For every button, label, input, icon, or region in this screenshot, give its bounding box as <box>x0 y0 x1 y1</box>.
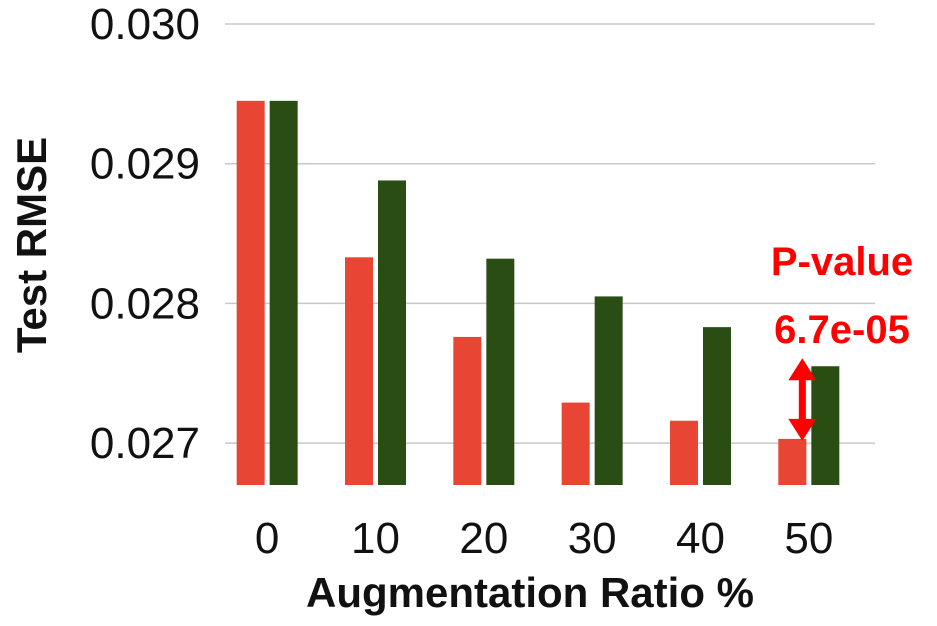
x-tick-label: 10 <box>351 514 400 563</box>
bar <box>269 100 298 485</box>
bars <box>236 100 840 485</box>
bar <box>345 257 373 485</box>
bar <box>378 180 406 485</box>
x-tick-label: 40 <box>676 514 725 563</box>
x-tick-label: 50 <box>784 514 833 563</box>
y-axis-label: Test RMSE <box>8 137 55 353</box>
gridlines <box>225 23 875 444</box>
bar <box>453 336 482 485</box>
bar <box>703 327 731 485</box>
bar <box>778 438 807 485</box>
y-axis-ticks: 0.030 0.029 0.028 0.027 <box>90 0 200 468</box>
y-tick-label: 0.030 <box>90 0 200 49</box>
y-tick-label: 0.028 <box>90 279 200 328</box>
x-tick-label: 0 <box>255 514 279 563</box>
x-axis-ticks: 0 10 20 30 40 50 <box>255 514 833 563</box>
p-value-number: 6.7e-05 <box>774 308 910 352</box>
annotation-arrow-head-down <box>788 418 817 441</box>
bar <box>561 402 590 485</box>
y-tick-label: 0.029 <box>90 140 200 189</box>
p-value-annotation: P-value 6.7e-05 <box>771 240 913 441</box>
x-tick-label: 30 <box>568 514 617 563</box>
p-value-label: P-value <box>771 240 913 284</box>
bar <box>670 420 698 485</box>
x-axis-label: Augmentation Ratio % <box>306 569 754 616</box>
y-tick-label: 0.027 <box>90 419 200 468</box>
bar <box>486 258 515 485</box>
bar <box>594 296 623 485</box>
annotation-arrow-head-up <box>788 358 817 381</box>
x-tick-label: 20 <box>459 514 508 563</box>
bar <box>236 100 265 485</box>
bar <box>811 366 840 485</box>
